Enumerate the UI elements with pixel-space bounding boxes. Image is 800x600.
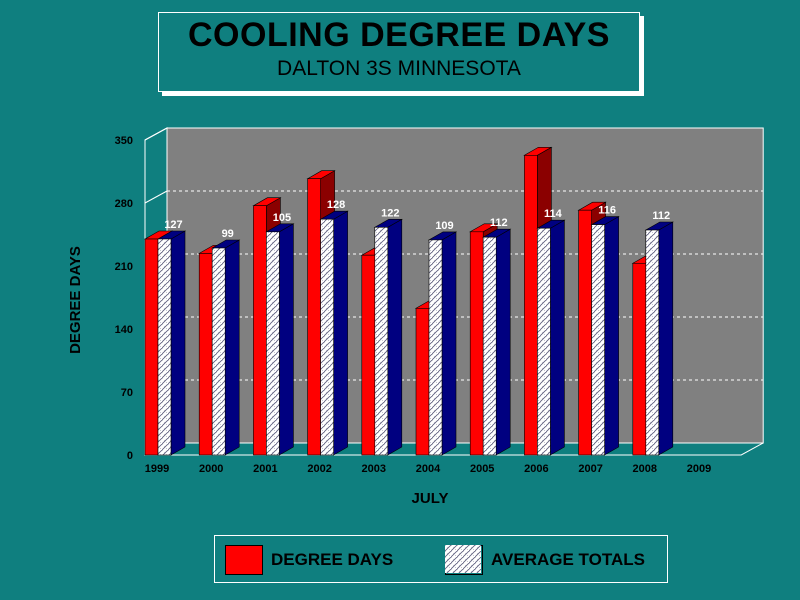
title-box: COOLING DEGREE DAYS DALTON 3S MINNESOTA — [158, 12, 640, 92]
bar-degree-days — [632, 262, 647, 456]
y-tick-label: 140 — [115, 324, 133, 336]
bar-degree-days — [578, 209, 592, 456]
bar-average-totals-side — [604, 216, 619, 456]
bar-average-totals-side — [279, 223, 294, 456]
y-tick-label: 0 — [127, 450, 133, 462]
legend-swatch-average-totals — [445, 545, 483, 575]
data-label: 114 — [544, 208, 563, 220]
bar-average-totals — [537, 227, 551, 456]
x-tick-label: 2009 — [687, 463, 711, 475]
x-tick-label: 2008 — [633, 463, 657, 475]
x-tick-label: 2002 — [307, 463, 331, 475]
legend-item-average-totals: AVERAGE TOTALS — [445, 545, 645, 575]
x-tick-label: 2000 — [199, 463, 223, 475]
x-tick-label: 2001 — [253, 463, 277, 475]
bar-average-totals-side — [224, 239, 240, 456]
bar-degree-days — [469, 231, 484, 456]
x-tick-label: 1999 — [145, 463, 169, 475]
bar-degree-days — [144, 238, 159, 456]
bar-average-totals — [211, 247, 226, 456]
bar-average-totals — [374, 227, 389, 456]
bar-average-totals-side — [387, 218, 403, 456]
bar-degree-days — [198, 253, 213, 456]
bar-average-totals-side — [333, 210, 348, 456]
bar-average-totals — [482, 236, 497, 456]
data-label: 99 — [222, 228, 234, 240]
data-label: 122 — [381, 207, 399, 219]
bar-average-totals — [157, 238, 172, 456]
chart-subtitle: DALTON 3S MINNESOTA — [277, 57, 521, 80]
bar-average-totals-side — [170, 230, 186, 456]
y-tick-label: 280 — [115, 198, 133, 210]
bar-degree-days — [361, 254, 376, 456]
data-label: 128 — [327, 199, 345, 211]
y-axis-label: DEGREE DAYS — [67, 246, 84, 354]
chart-title: COOLING DEGREE DAYS — [188, 16, 610, 54]
legend-item-degree-days: DEGREE DAYS — [225, 545, 393, 575]
legend-hatch — [445, 545, 481, 573]
bar-degree-days — [307, 178, 321, 456]
bar-average-totals — [320, 218, 334, 456]
y-tick-label: 210 — [115, 261, 133, 273]
legend-swatch-degree-days — [225, 545, 263, 575]
x-axis-label: JULY — [412, 490, 449, 507]
bar-average-totals — [266, 231, 280, 456]
data-label: 112 — [490, 217, 508, 229]
bar-degree-days — [253, 205, 267, 456]
x-tick-label: 2007 — [578, 463, 602, 475]
legend: DEGREE DAYS AVERAGE TOTALS — [214, 535, 668, 583]
x-tick-label: 2006 — [524, 463, 548, 475]
x-tick-label: 2004 — [416, 463, 441, 475]
legend-label-average-totals: AVERAGE TOTALS — [491, 550, 645, 569]
bar-average-totals-side — [495, 228, 511, 456]
x-tick-label: 2003 — [362, 463, 386, 475]
legend-label-degree-days: DEGREE DAYS — [271, 550, 394, 569]
x-tick-label: 2005 — [470, 463, 494, 475]
bar-degree-days — [415, 307, 430, 456]
bar-average-totals — [428, 239, 443, 456]
bar-average-totals-side — [550, 219, 565, 456]
bar-degree-days — [524, 155, 538, 456]
bar-average-totals — [591, 224, 605, 456]
data-label: 127 — [164, 219, 182, 231]
bar-average-totals — [645, 229, 660, 456]
grid-line-side — [144, 127, 168, 141]
data-label: 109 — [435, 220, 453, 232]
y-tick-label: 70 — [121, 387, 133, 399]
grid-line-side — [144, 190, 168, 204]
y-tick-label: 350 — [115, 135, 133, 147]
data-label: 112 — [652, 210, 670, 222]
data-label: 116 — [598, 205, 616, 217]
bar-average-totals-side — [441, 231, 457, 456]
data-label: 105 — [273, 212, 291, 224]
bar-average-totals-side — [658, 221, 674, 456]
